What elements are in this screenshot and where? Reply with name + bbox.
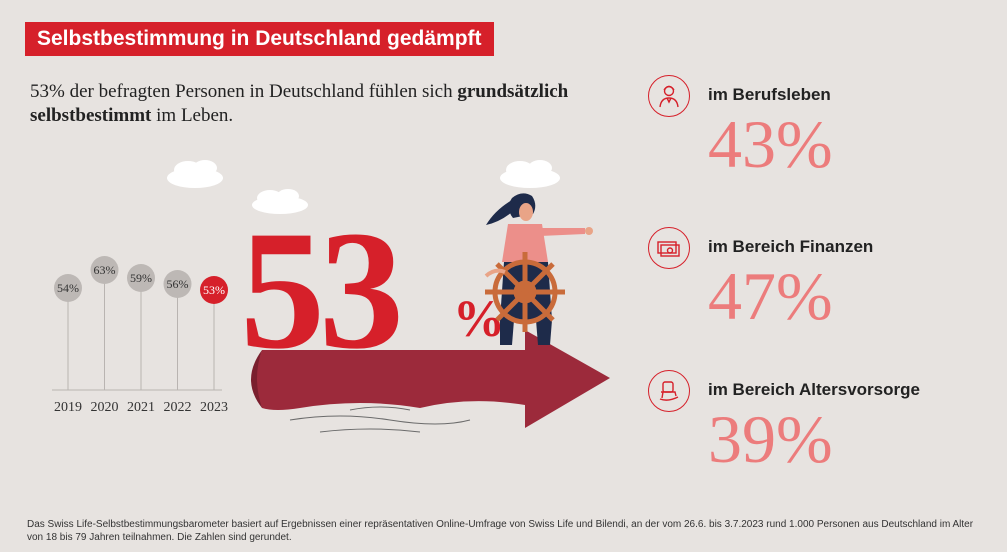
timeline-point-label: 56% <box>167 277 189 291</box>
person-icon <box>648 75 690 117</box>
stat-label: im Bereich Altersvorsorge <box>708 380 920 399</box>
headline-percent: % <box>453 291 505 348</box>
timeline-year-label: 2021 <box>127 400 155 415</box>
stat-value: 47% <box>708 258 833 334</box>
intro-part1: 53% der befragten Personen in Deutschlan… <box>30 81 458 102</box>
stat-label: im Bereich Finanzen <box>708 237 874 256</box>
headline-number: 53 <box>240 196 404 384</box>
rocking-chair-icon <box>648 370 690 412</box>
footer-note: Das Swiss Life-Selbstbestimmungsbaromete… <box>27 519 974 543</box>
stat-label: im Berufsleben <box>708 85 831 104</box>
timeline-year-label: 2023 <box>200 400 228 415</box>
stat-value: 43% <box>708 106 833 182</box>
intro-text: 53% der befragten Personen in Deutschlan… <box>30 80 630 128</box>
timeline-year-label: 2020 <box>91 400 119 415</box>
timeline-point-label: 54% <box>57 281 79 295</box>
page-title: Selbstbestimmung in Deutschland gedämpft <box>25 22 494 56</box>
timeline-point-label: 59% <box>130 271 152 285</box>
timeline-year-label: 2022 <box>164 400 192 415</box>
timeline-point <box>90 256 119 284</box>
timeline-point <box>54 274 82 302</box>
timeline-point-label: 53% <box>203 283 225 297</box>
timeline-chart: 54% 2019 63% 2020 59% 2021 56% 2022 53% 2023 <box>52 256 228 415</box>
intro-part2: im Leben. <box>151 105 234 126</box>
timeline-point <box>200 276 228 304</box>
timeline-year-label: 2019 <box>54 400 82 415</box>
timeline-point <box>127 264 155 292</box>
banknote-icon <box>648 227 690 269</box>
wave-lines <box>289 406 471 433</box>
intro-bold: grundsätzlich selbstbestimmt <box>30 81 569 126</box>
stat-value: 39% <box>708 401 833 477</box>
timeline-point <box>163 270 192 298</box>
timeline-point-label: 63% <box>94 263 116 277</box>
